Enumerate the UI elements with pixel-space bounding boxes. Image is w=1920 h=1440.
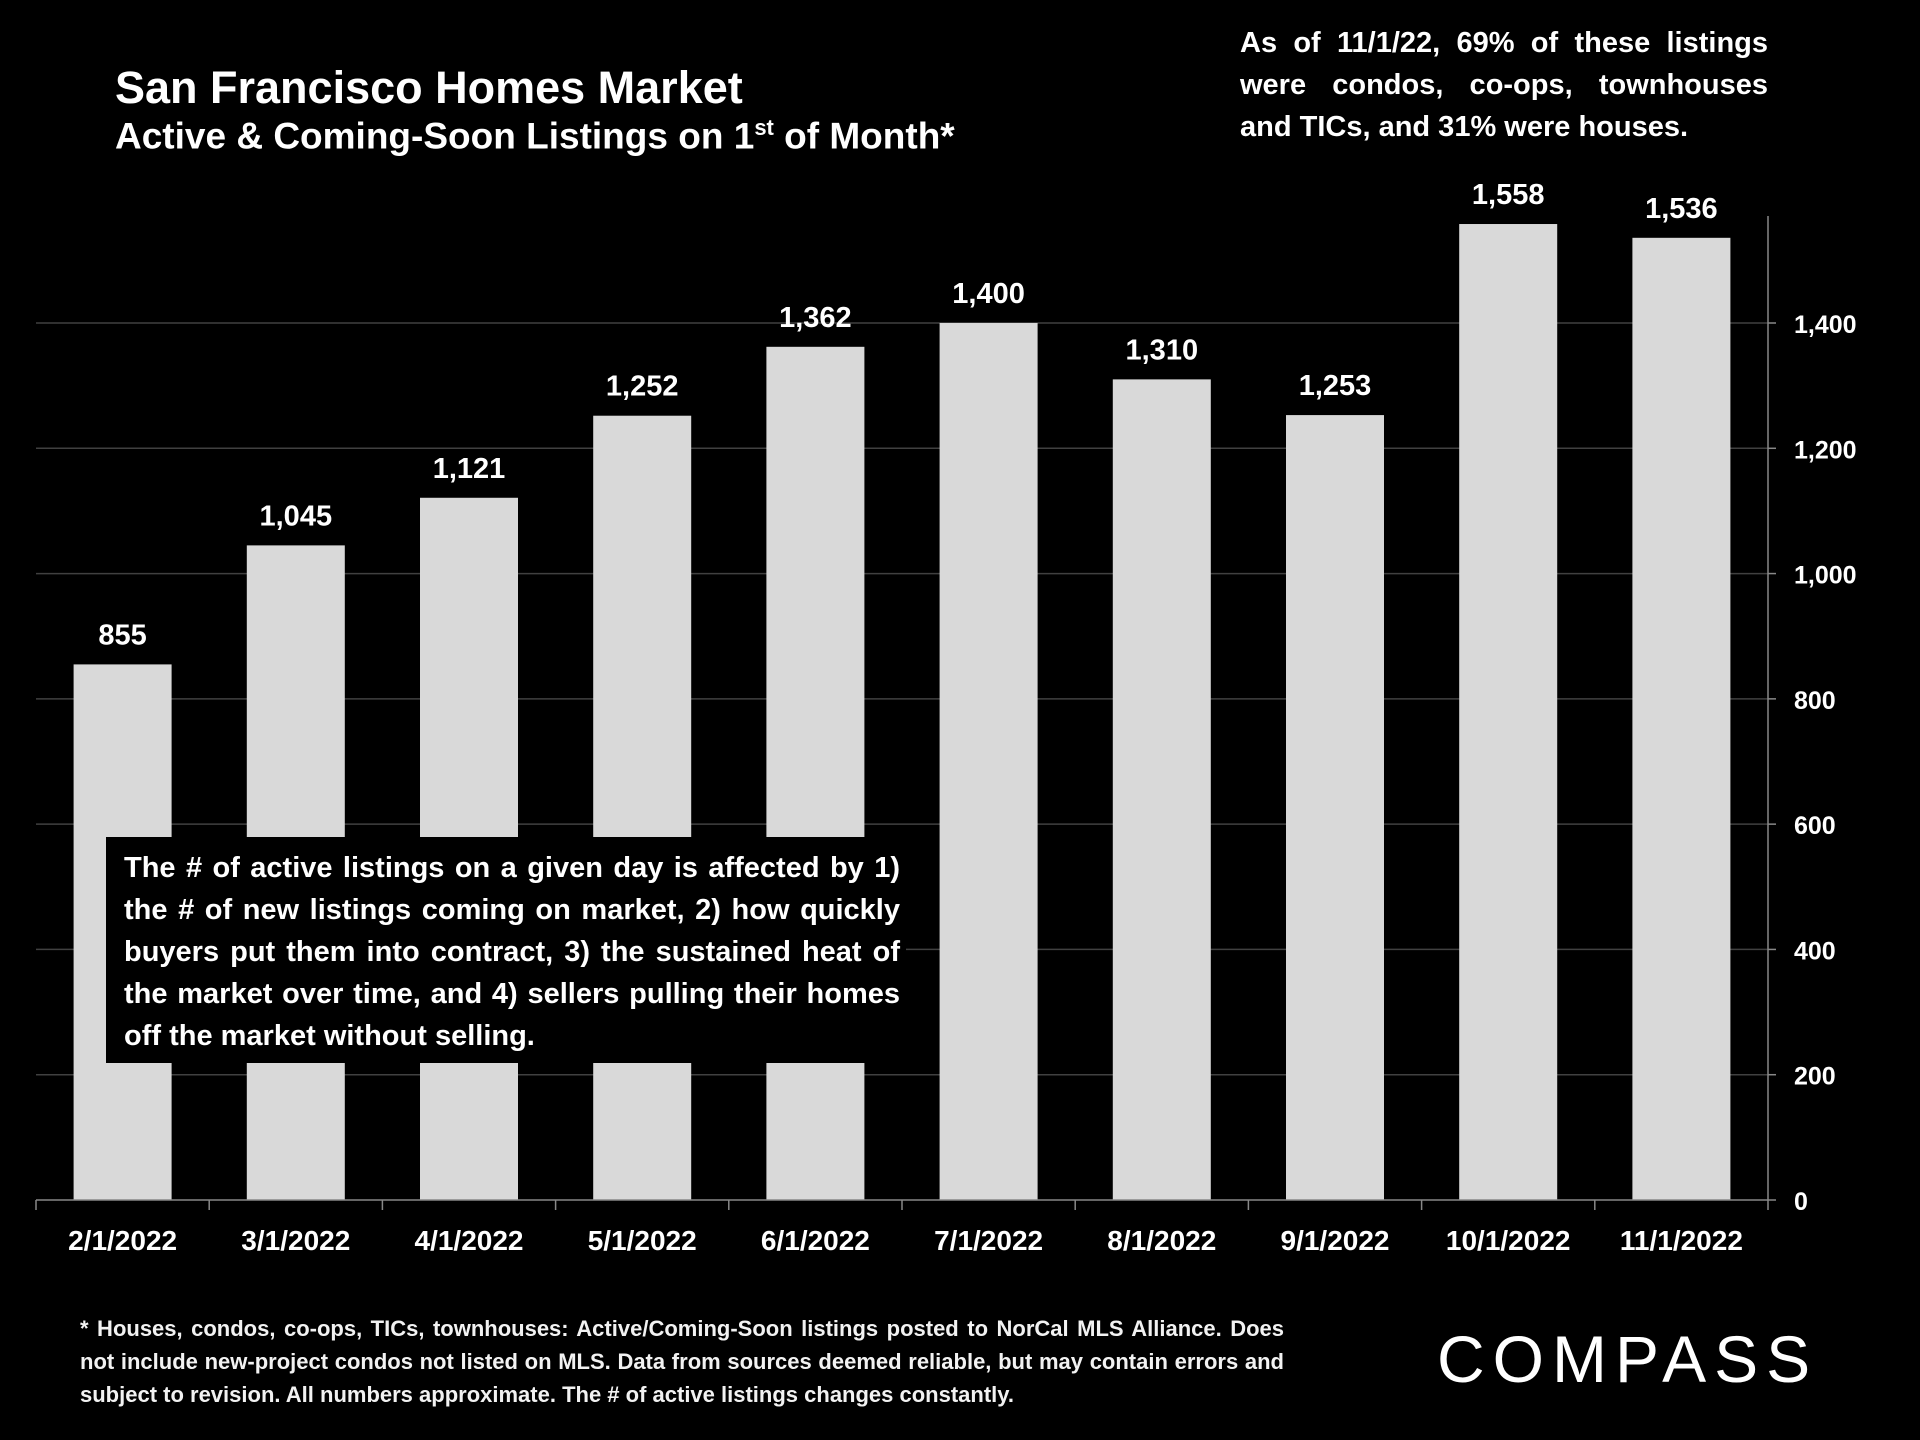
chart-title: San Francisco Homes Market bbox=[115, 62, 743, 113]
callout-box: The # of active listings on a given day … bbox=[106, 837, 906, 1063]
y-tick-label: 600 bbox=[1794, 812, 1836, 840]
x-tick-label: 6/1/2022 bbox=[761, 1225, 870, 1256]
x-tick-label: 11/1/2022 bbox=[1620, 1225, 1743, 1256]
y-tick-label: 400 bbox=[1794, 937, 1836, 965]
chart-subtitle: Active & Coming-Soon Listings on 1st of … bbox=[115, 115, 955, 157]
subtitle-main: Active & Coming-Soon Listings on 1 bbox=[115, 115, 755, 157]
subtitle-tail: of Month* bbox=[773, 115, 955, 157]
value-labels: 855 1,045 1,121 1,252 1,362 1,400 1,310 1,253 1,… bbox=[98, 179, 1717, 651]
bar bbox=[593, 415, 692, 1200]
x-tick-label: 3/1/2022 bbox=[241, 1225, 350, 1256]
y-tick-label: 800 bbox=[1794, 687, 1836, 715]
x-tick-label: 2/1/2022 bbox=[68, 1225, 177, 1256]
bar bbox=[1286, 415, 1384, 1201]
bar-value-label: 1,558 bbox=[1472, 179, 1545, 211]
x-tick-label: 7/1/2022 bbox=[934, 1225, 1043, 1256]
composition-note: As of 11/1/22, 69% of these listings wer… bbox=[1240, 27, 1768, 143]
x-tick-label: 8/1/2022 bbox=[1107, 1225, 1216, 1256]
bar-value-label: 855 bbox=[98, 619, 146, 651]
bar bbox=[1459, 224, 1558, 1200]
subtitle-superscript: st bbox=[754, 115, 774, 140]
bar-value-label: 1,400 bbox=[952, 278, 1025, 310]
bar-value-label: 1,253 bbox=[1299, 370, 1372, 402]
x-tick-label: 4/1/2022 bbox=[415, 1225, 524, 1256]
y-tick-label: 1,200 bbox=[1794, 436, 1857, 464]
y-tick-label: 200 bbox=[1794, 1063, 1836, 1091]
axes: 0 200 400 600 800 1,000 1,200 1,400 2/1/2022 3/1/… bbox=[35, 216, 1857, 1256]
bar-value-label: 1,310 bbox=[1126, 334, 1199, 366]
bar bbox=[1632, 237, 1731, 1200]
y-tick-label: 1,000 bbox=[1794, 562, 1857, 590]
bar-value-label: 1,252 bbox=[606, 371, 679, 403]
y-tick-label: 0 bbox=[1794, 1188, 1808, 1216]
x-tick-label: 5/1/2022 bbox=[588, 1225, 697, 1256]
bar bbox=[1112, 379, 1211, 1201]
bar-value-label: 1,362 bbox=[779, 302, 852, 334]
bar bbox=[939, 323, 1038, 1200]
x-tick-label: 10/1/2022 bbox=[1446, 1225, 1571, 1256]
bar bbox=[766, 346, 865, 1200]
x-tick-label: 9/1/2022 bbox=[1281, 1225, 1390, 1256]
bar-value-label: 1,121 bbox=[433, 453, 506, 485]
footnote: * Houses, condos, co-ops, TICs, townhous… bbox=[80, 1316, 1284, 1407]
compass-logo: COMPASS bbox=[1437, 1322, 1818, 1396]
bar-value-label: 1,045 bbox=[260, 500, 333, 532]
logo-text: COMPASS bbox=[1437, 1322, 1818, 1396]
bar-value-label: 1,536 bbox=[1645, 193, 1718, 225]
y-tick-label: 1,400 bbox=[1794, 311, 1857, 339]
